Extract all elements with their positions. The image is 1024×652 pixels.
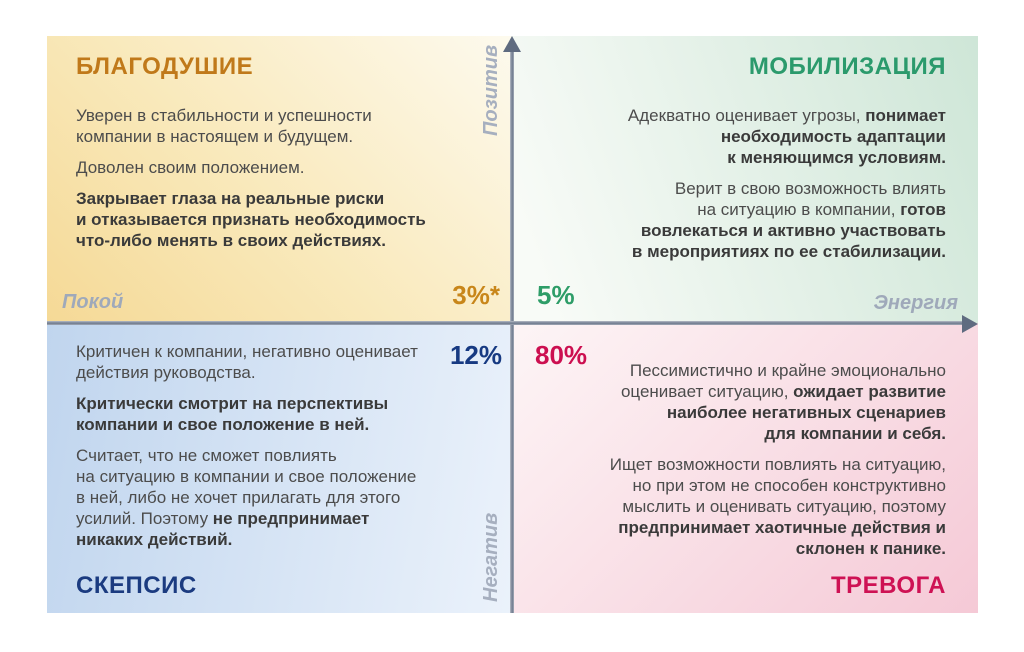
- horizontal-axis-line: [47, 321, 963, 325]
- quadrant-title-complacency: БЛАГОДУШИЕ: [76, 53, 254, 80]
- quadrant-bg-anxiety: [512, 323, 978, 613]
- vertical-axis-line: [510, 50, 514, 613]
- axis-label-positive: Позитив: [480, 44, 502, 136]
- quadrant-text-complacency: Уверен в стабильности и успешности компа…: [76, 106, 426, 250]
- quadrant-text-anxiety: Пессимистично и крайне эмоционально оцен…: [609, 361, 946, 558]
- axis-label-energy: Энергия: [873, 292, 958, 314]
- quadrant-title-skepticism: СКЕПСИС: [76, 572, 197, 599]
- quadrant-bg-skepticism: [47, 323, 512, 613]
- axis-label-calm: Покой: [62, 291, 124, 313]
- quadrant-title-anxiety: ТРЕВОГА: [830, 572, 946, 599]
- quadrant-bg-mobilization: [512, 36, 978, 323]
- percent-skepticism: 12%: [449, 340, 502, 370]
- up-arrowhead-icon: [503, 36, 521, 52]
- right-arrowhead-icon: [962, 315, 978, 333]
- quadrant-bg-complacency: [47, 36, 512, 323]
- quadrant-title-mobilization: МОБИЛИЗАЦИЯ: [748, 53, 946, 80]
- quadrant-text-mobilization: Адекватно оценивает угрозы, понимает нео…: [627, 106, 946, 261]
- percent-anxiety: 80%: [535, 340, 588, 370]
- percent-complacency: 3%*: [452, 280, 500, 310]
- quadrant-text-skepticism: Критичен к компании, негативно оценивает…: [76, 342, 418, 549]
- percent-mobilization: 5%: [537, 280, 575, 310]
